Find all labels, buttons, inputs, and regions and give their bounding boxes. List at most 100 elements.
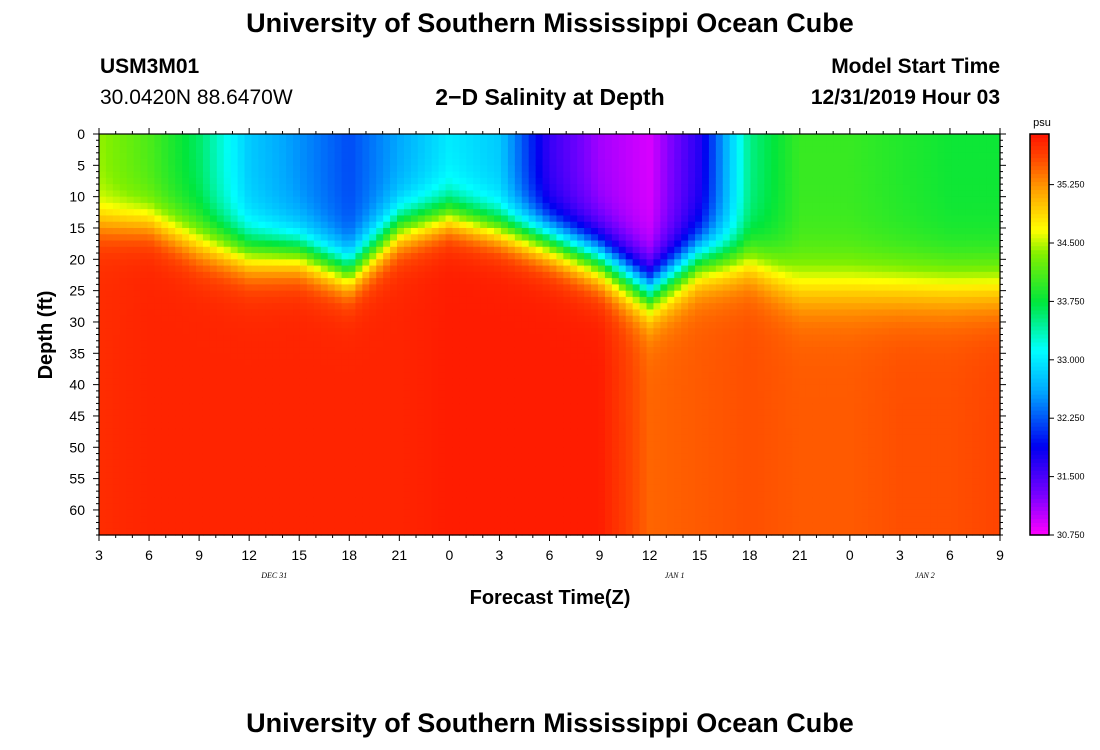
heatmap-cell bbox=[105, 271, 114, 279]
heatmap-cell bbox=[223, 246, 232, 254]
heatmap-cell bbox=[126, 278, 135, 285]
heatmap-cell bbox=[397, 134, 405, 141]
heatmap-cell bbox=[216, 209, 225, 217]
heatmap-cell bbox=[514, 209, 523, 217]
heatmap-cell bbox=[521, 459, 530, 467]
heatmap-cell bbox=[189, 278, 197, 285]
heatmap-cell bbox=[390, 315, 398, 323]
heatmap-cell bbox=[376, 159, 384, 166]
heatmap-cell bbox=[521, 159, 530, 166]
heatmap-cell bbox=[230, 296, 239, 304]
heatmap-cell bbox=[376, 434, 384, 442]
heatmap-cell bbox=[438, 384, 447, 392]
heatmap-cell bbox=[507, 484, 516, 492]
heatmap-cell bbox=[403, 190, 412, 198]
heatmap-cell bbox=[598, 190, 606, 198]
heatmap-cell bbox=[466, 516, 474, 524]
heatmap-cell bbox=[265, 378, 273, 386]
heatmap-cell bbox=[369, 428, 377, 436]
heatmap-cell bbox=[473, 422, 481, 430]
heatmap-cell bbox=[293, 315, 301, 323]
heatmap-cell bbox=[99, 215, 107, 223]
heatmap-cell bbox=[625, 271, 634, 279]
heatmap-cell bbox=[286, 528, 294, 536]
heatmap-cell bbox=[230, 478, 239, 486]
heatmap-cell bbox=[632, 227, 641, 235]
heatmap-cell bbox=[570, 447, 578, 455]
heatmap-cell bbox=[528, 340, 537, 348]
heatmap-cell bbox=[383, 340, 391, 348]
heatmap-cell bbox=[341, 246, 350, 254]
heatmap-cell bbox=[216, 259, 225, 267]
heatmap-cell bbox=[168, 453, 176, 461]
heatmap-cell bbox=[487, 372, 495, 379]
heatmap-cell bbox=[438, 516, 447, 524]
heatmap-cell bbox=[611, 159, 620, 166]
heatmap-cell bbox=[618, 434, 627, 442]
heatmap-cell bbox=[216, 478, 225, 486]
heatmap-cell bbox=[161, 528, 169, 536]
heatmap-cell bbox=[133, 466, 142, 473]
heatmap-cell bbox=[369, 497, 377, 505]
heatmap-cell bbox=[161, 184, 169, 191]
heatmap-cell bbox=[355, 353, 363, 361]
heatmap-cell bbox=[202, 415, 211, 423]
heatmap-cell bbox=[570, 234, 578, 242]
heatmap-cell bbox=[598, 516, 606, 524]
heatmap-cell bbox=[459, 447, 467, 455]
heatmap-cell bbox=[500, 472, 509, 480]
heatmap-cell bbox=[272, 253, 280, 260]
heatmap-cell bbox=[272, 447, 280, 455]
heatmap-cell bbox=[591, 491, 599, 499]
heatmap-cell bbox=[286, 278, 294, 285]
heatmap-cell bbox=[390, 253, 398, 260]
heatmap-cell bbox=[535, 478, 544, 486]
heatmap-cell bbox=[265, 453, 273, 461]
heatmap-cell bbox=[230, 315, 239, 323]
heatmap-cell bbox=[230, 284, 239, 292]
heatmap-cell bbox=[237, 428, 246, 436]
heatmap-cell bbox=[390, 265, 398, 273]
heatmap-cell bbox=[286, 159, 294, 166]
heatmap-cell bbox=[452, 409, 460, 417]
heatmap-cell bbox=[355, 303, 363, 311]
heatmap-cell bbox=[487, 459, 495, 467]
heatmap-cell bbox=[500, 253, 509, 260]
heatmap-cell bbox=[417, 209, 426, 217]
heatmap-cell bbox=[570, 328, 578, 336]
heatmap-cell bbox=[466, 309, 474, 317]
heatmap-cell bbox=[258, 484, 266, 492]
heatmap-cell bbox=[383, 278, 391, 285]
heatmap-cell bbox=[410, 271, 419, 279]
heatmap-cell bbox=[279, 509, 287, 517]
heatmap-cell bbox=[237, 453, 246, 461]
heatmap-cell bbox=[126, 509, 135, 517]
heatmap-cell bbox=[410, 290, 419, 298]
heatmap-cell bbox=[147, 290, 156, 298]
heatmap-cell bbox=[535, 472, 544, 480]
heatmap-cell bbox=[223, 434, 232, 442]
heatmap-cell bbox=[327, 459, 336, 467]
heatmap-cell bbox=[417, 334, 426, 342]
heatmap-cell bbox=[299, 334, 308, 342]
heatmap-cell bbox=[355, 271, 363, 279]
heatmap-cell bbox=[265, 209, 273, 217]
heatmap-cell bbox=[223, 284, 232, 292]
heatmap-cell bbox=[348, 390, 357, 398]
heatmap-cell bbox=[230, 321, 239, 329]
heatmap-cell bbox=[473, 384, 481, 392]
heatmap-cell bbox=[584, 459, 592, 467]
heatmap-cell bbox=[313, 271, 322, 279]
heatmap-cell bbox=[625, 209, 634, 217]
heatmap-cell bbox=[618, 528, 627, 536]
heatmap-cell bbox=[369, 422, 377, 430]
heatmap-cell bbox=[549, 484, 558, 492]
heatmap-cell bbox=[438, 390, 447, 398]
heatmap-cell bbox=[126, 171, 135, 179]
heatmap-cell bbox=[542, 497, 551, 505]
heatmap-cell bbox=[112, 390, 121, 398]
heatmap-cell bbox=[403, 459, 412, 467]
heatmap-cell bbox=[119, 415, 128, 423]
heatmap-cell bbox=[598, 202, 606, 210]
heatmap-cell bbox=[279, 428, 287, 436]
